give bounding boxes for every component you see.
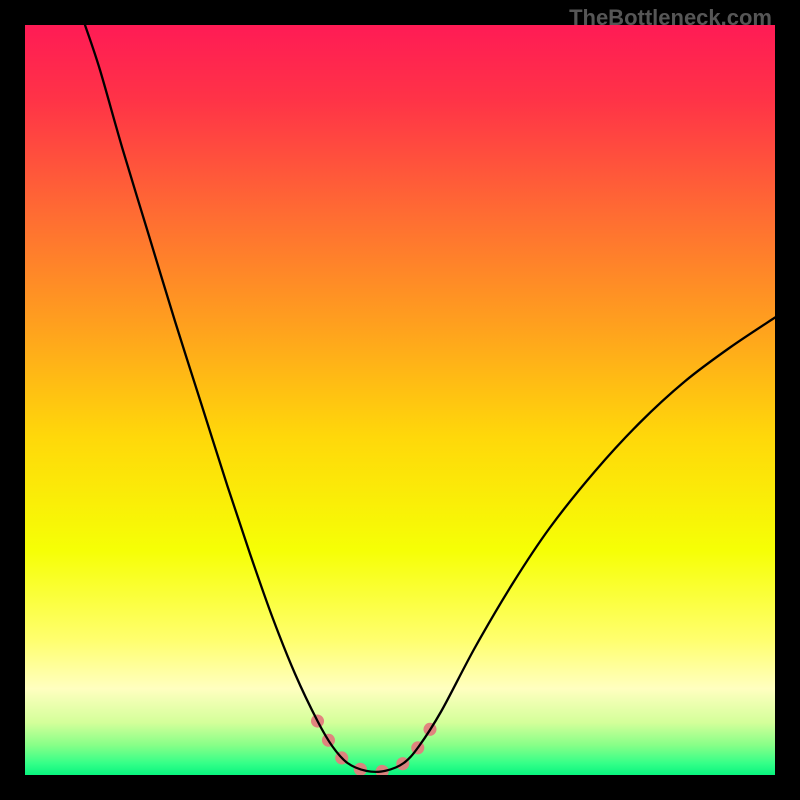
plot-area [25,25,775,775]
curve-layer [25,25,775,775]
chart-frame: TheBottleneck.com [0,0,800,800]
bottleneck-curve [85,25,775,772]
watermark-text: TheBottleneck.com [569,5,772,31]
